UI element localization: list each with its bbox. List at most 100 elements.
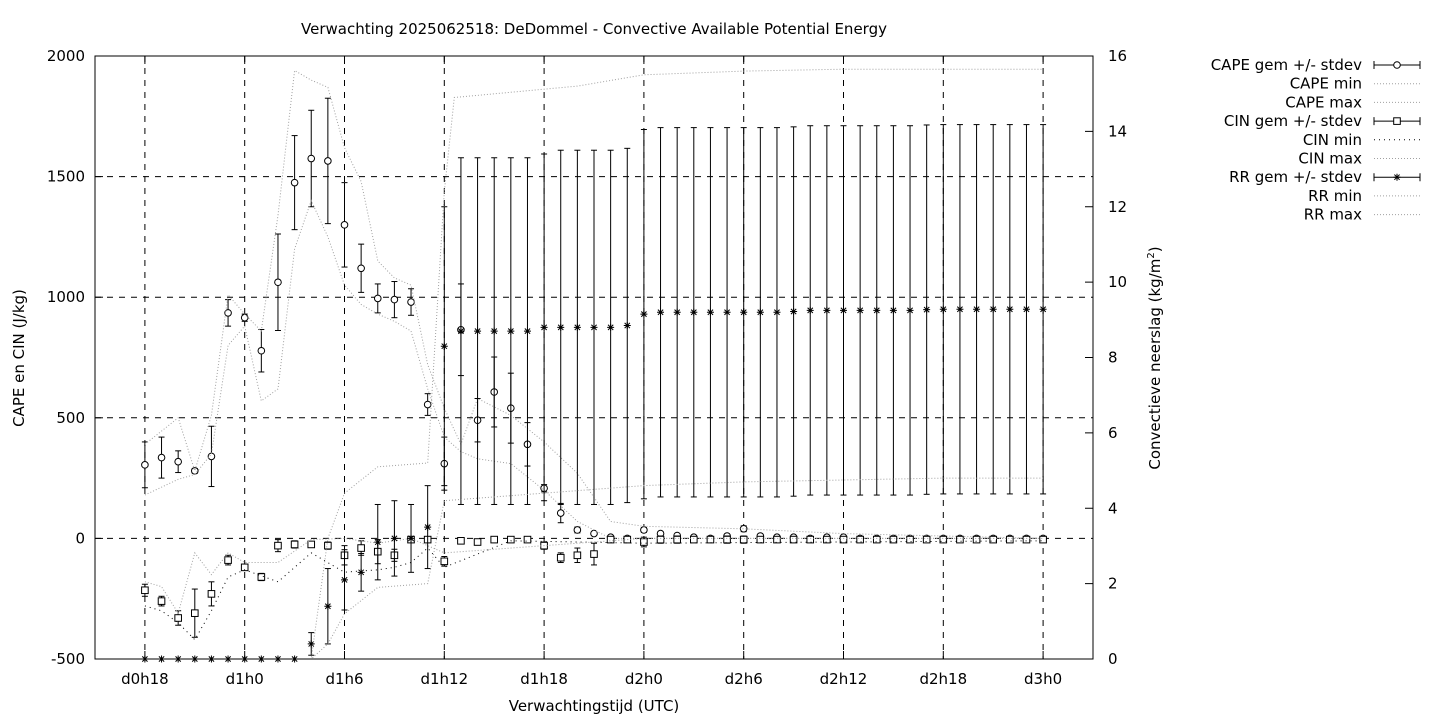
rr-point xyxy=(424,523,432,531)
legend-label: RR max xyxy=(1304,206,1362,224)
rr-point xyxy=(573,323,581,331)
legend-label: CIN min xyxy=(1303,131,1362,149)
rr-point xyxy=(640,310,648,318)
cin-errorbar-series xyxy=(141,535,1047,638)
cin-point xyxy=(839,535,848,544)
rr-point xyxy=(723,308,731,316)
x-tick-label: d1h0 xyxy=(226,670,264,688)
rr-point xyxy=(823,306,831,314)
legend-label: CAPE gem +/- stdev xyxy=(1211,56,1362,74)
cape-point xyxy=(191,467,199,475)
rr-point xyxy=(307,640,315,648)
cape-point xyxy=(174,457,182,466)
x-tick-label: d2h12 xyxy=(820,670,868,688)
y2-axis-label-superscript: 2 xyxy=(1146,252,1157,258)
y2-tick-label: 8 xyxy=(1108,349,1118,367)
cin-point xyxy=(473,538,482,546)
y-tick-label: 2000 xyxy=(47,47,85,65)
rr-point xyxy=(989,305,997,313)
rr-point xyxy=(657,308,665,316)
cin-point xyxy=(956,535,964,544)
legend-label: CAPE min xyxy=(1290,75,1362,93)
y-tick-label: 0 xyxy=(75,529,85,547)
x-tick-label: d3h0 xyxy=(1024,670,1062,688)
cin-point xyxy=(690,535,698,544)
cin-point xyxy=(290,540,299,549)
rr-point xyxy=(623,321,631,329)
rr-max-line xyxy=(144,68,1044,660)
cin-point xyxy=(141,586,149,595)
rr-point xyxy=(806,306,814,314)
cin-point xyxy=(307,540,316,549)
x-tick-label: d1h18 xyxy=(520,670,568,688)
cape-point xyxy=(141,461,149,469)
rr-point xyxy=(956,305,964,313)
legend-label: CIN max xyxy=(1298,150,1362,168)
cin-point xyxy=(207,590,216,598)
cape-max-line xyxy=(144,69,1044,539)
cape-point xyxy=(573,526,582,534)
rr-point xyxy=(1022,305,1030,313)
cape-point xyxy=(240,313,249,322)
cin-point xyxy=(989,535,998,544)
cape-point xyxy=(390,295,399,304)
rr-point xyxy=(889,306,897,314)
rr-point xyxy=(557,323,565,331)
y-tick-label: 500 xyxy=(56,409,85,427)
cin-point xyxy=(906,535,914,544)
y2-axis-label: Convectieve neerslag (kg/m2) xyxy=(1146,246,1164,469)
y2-tick-label: 4 xyxy=(1108,499,1118,517)
rr-point xyxy=(973,305,981,313)
x-tick-label: d0h18 xyxy=(121,670,169,688)
y2-tick-label: 12 xyxy=(1108,198,1127,216)
rr-point xyxy=(840,306,847,314)
rr-point xyxy=(1039,305,1047,313)
series-layer xyxy=(141,68,1047,663)
legend-swatch-marker xyxy=(1393,61,1401,69)
cin-point xyxy=(789,535,798,544)
cin-point xyxy=(191,609,199,617)
cape-point xyxy=(373,294,382,303)
cin-point xyxy=(806,535,815,544)
cape-point xyxy=(407,298,415,306)
cin-min-line xyxy=(144,540,1044,641)
cin-point xyxy=(357,544,365,552)
y2-tick-label: 10 xyxy=(1108,273,1127,291)
rr-point xyxy=(440,342,448,350)
x-tick-label: d1h6 xyxy=(325,670,363,688)
y-tick-label: -500 xyxy=(51,650,85,668)
rr-point xyxy=(740,308,748,316)
cin-point xyxy=(157,597,166,605)
rr-point xyxy=(1006,305,1014,313)
cape-point xyxy=(274,278,282,287)
cin-point xyxy=(972,535,981,544)
cin-point xyxy=(224,556,232,564)
cin-point xyxy=(1039,535,1047,544)
rr-point xyxy=(507,327,515,335)
rr-point xyxy=(590,323,598,331)
cape-point xyxy=(307,154,316,163)
cape-point xyxy=(290,178,299,187)
cin-point xyxy=(556,553,565,562)
rr-point xyxy=(341,576,348,584)
cin-point xyxy=(823,535,831,544)
y-axis-label: CAPE en CIN (J/kg) xyxy=(10,289,28,427)
legend-label: CAPE max xyxy=(1285,93,1362,111)
legend-label: CIN gem +/- stdev xyxy=(1224,112,1362,130)
y2-tick-label: 2 xyxy=(1108,575,1118,593)
legend-label: RR min xyxy=(1308,187,1362,205)
cin-point xyxy=(773,535,781,544)
cin-point xyxy=(606,535,615,544)
y2-tick-label: 6 xyxy=(1108,424,1118,442)
legend-swatch-marker xyxy=(1393,173,1401,181)
x-tick-label: d2h0 xyxy=(625,670,663,688)
cin-point xyxy=(640,538,648,546)
rr-point xyxy=(790,308,798,316)
cape-point xyxy=(640,526,648,534)
cin-point xyxy=(922,535,931,544)
y2-tick-label: 14 xyxy=(1108,122,1127,140)
rr-point xyxy=(407,534,415,542)
cape-point xyxy=(207,452,216,461)
y2-tick-label: 0 xyxy=(1108,650,1118,668)
cin-point xyxy=(1006,535,1014,544)
